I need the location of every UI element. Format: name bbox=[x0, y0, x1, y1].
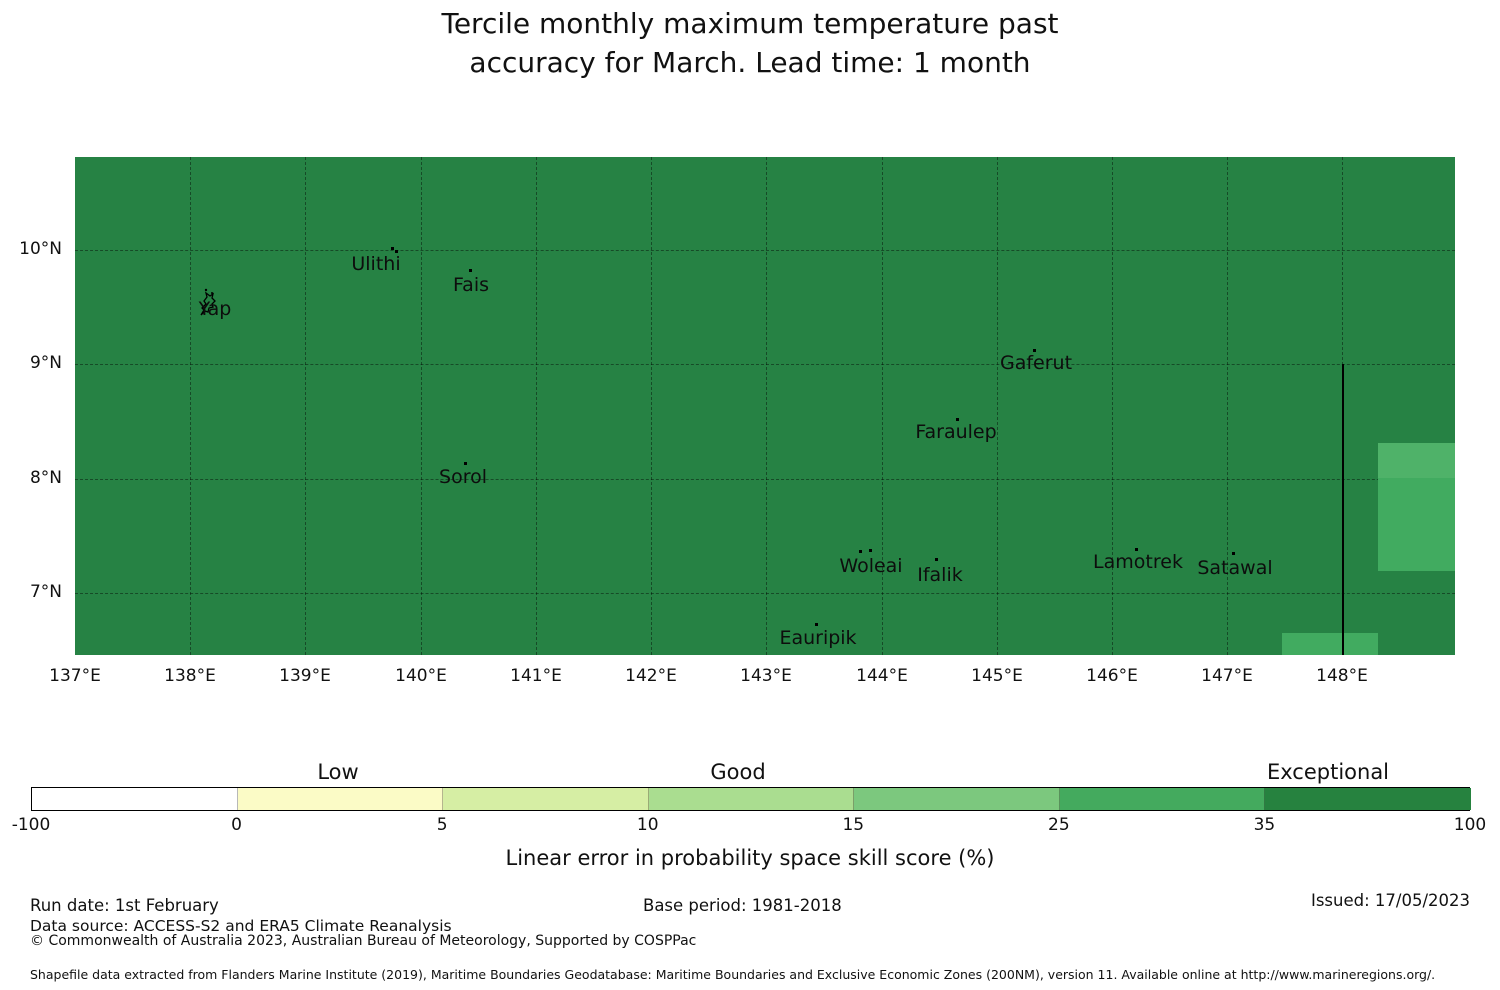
map-gridline-vertical bbox=[421, 157, 422, 655]
island-marker bbox=[869, 549, 872, 552]
colorbar bbox=[31, 787, 1471, 811]
island-label: Fais bbox=[452, 274, 490, 296]
island-marker bbox=[1135, 548, 1138, 551]
colorbar-tick-label: 100 bbox=[1453, 815, 1487, 835]
base-period-text: Base period: 1981-2018 bbox=[643, 896, 842, 915]
eez-boundary-line bbox=[1342, 364, 1344, 655]
y-axis-tick-label: 9°N bbox=[29, 353, 62, 373]
colorbar-category-label: Exceptional bbox=[1266, 760, 1390, 784]
colorbar-tick-label: 15 bbox=[842, 815, 865, 835]
map-gridline-vertical bbox=[190, 157, 191, 655]
x-axis-tick-label: 147°E bbox=[1201, 666, 1253, 686]
map-gridline-horizontal bbox=[75, 593, 1455, 594]
island-marker bbox=[464, 462, 467, 465]
y-axis-tick-label: 8°N bbox=[29, 468, 62, 488]
colorbar-axis-label: Linear error in probability space skill … bbox=[505, 846, 995, 870]
island-label: Yap bbox=[198, 298, 232, 320]
x-axis-tick-label: 142°E bbox=[625, 666, 677, 686]
colorbar-segment bbox=[648, 788, 855, 810]
data-source-text: Data source: ACCESS-S2 and ERA5 Climate … bbox=[30, 917, 452, 935]
x-axis-tick-label: 148°E bbox=[1316, 666, 1368, 686]
island-marker bbox=[391, 247, 394, 250]
map-gridline-vertical bbox=[997, 157, 998, 655]
map-gridline-vertical bbox=[766, 157, 767, 655]
map-gridline-horizontal bbox=[75, 364, 1455, 365]
colorbar-segment bbox=[1059, 788, 1266, 810]
island-marker bbox=[956, 418, 959, 421]
island-label: Ifalik bbox=[917, 564, 963, 586]
yap-island-outline bbox=[200, 288, 216, 316]
x-axis-tick-label: 137°E bbox=[49, 666, 101, 686]
island-label: Ulithi bbox=[351, 253, 401, 275]
island-marker bbox=[859, 550, 862, 553]
island-label: Gaferut bbox=[999, 352, 1073, 374]
colorbar-tick-label: 0 bbox=[231, 815, 242, 835]
colorbar-tick-label: 25 bbox=[1048, 815, 1070, 835]
island-label: Satawal bbox=[1197, 557, 1273, 579]
island-label: Eauripik bbox=[779, 627, 857, 649]
colorbar-segment bbox=[32, 788, 238, 810]
colorbar-tick-label: 5 bbox=[436, 815, 448, 835]
map-gridline-vertical bbox=[1112, 157, 1113, 655]
skill-score-patch bbox=[1378, 478, 1455, 571]
issued-date-text: Issued: 17/05/2023 bbox=[1310, 891, 1470, 910]
x-axis-tick-label: 144°E bbox=[856, 666, 908, 686]
island-label: Sorol bbox=[439, 466, 487, 488]
y-axis-tick-label: 10°N bbox=[19, 239, 62, 259]
colorbar-tick-label: 10 bbox=[636, 815, 659, 835]
island-marker bbox=[1232, 552, 1235, 555]
map-gridline-vertical bbox=[1227, 157, 1228, 655]
x-axis-tick-label: 140°E bbox=[395, 666, 447, 686]
island-label: Lamotrek bbox=[1093, 551, 1183, 573]
chart-title: Tercile monthly maximum temperature past… bbox=[0, 4, 1500, 82]
map-gridline-vertical bbox=[536, 157, 537, 655]
map-gridline-vertical bbox=[651, 157, 652, 655]
chart-title-line2: accuracy for March. Lead time: 1 month bbox=[469, 46, 1031, 79]
map-gridline-horizontal bbox=[75, 250, 1455, 251]
shapefile-attribution-text: Shapefile data extracted from Flanders M… bbox=[30, 967, 1436, 982]
island-label: Faraulep bbox=[915, 421, 997, 443]
colorbar-segment bbox=[1265, 788, 1471, 810]
colorbar-segment bbox=[854, 788, 1060, 810]
island-marker bbox=[469, 269, 472, 272]
colorbar-tick-label: -100 bbox=[11, 815, 51, 835]
skill-score-patch bbox=[1282, 633, 1378, 655]
map-gridline-horizontal bbox=[75, 479, 1455, 480]
island-marker bbox=[935, 558, 938, 561]
skill-score-patch bbox=[1378, 443, 1455, 478]
x-axis-tick-label: 139°E bbox=[279, 666, 331, 686]
colorbar-category-label: Good bbox=[710, 760, 766, 784]
colorbar-category-label: Low bbox=[317, 760, 359, 784]
island-marker bbox=[1033, 349, 1036, 352]
island-marker bbox=[395, 250, 398, 253]
map-gridline-vertical bbox=[882, 157, 883, 655]
map-gridline-vertical bbox=[305, 157, 306, 655]
y-axis-tick-label: 7°N bbox=[29, 582, 62, 602]
x-axis-tick-label: 143°E bbox=[740, 666, 792, 686]
colorbar-tick-label: 35 bbox=[1253, 815, 1276, 835]
island-marker bbox=[815, 623, 818, 626]
island-label: Woleai bbox=[839, 555, 903, 577]
colorbar-segment bbox=[443, 788, 649, 810]
x-axis-tick-label: 146°E bbox=[1086, 666, 1138, 686]
run-date-text: Run date: 1st February bbox=[30, 896, 219, 915]
x-axis-tick-label: 138°E bbox=[164, 666, 216, 686]
x-axis-tick-label: 145°E bbox=[971, 666, 1023, 686]
chart-title-line1: Tercile monthly maximum temperature past bbox=[441, 7, 1059, 40]
x-axis-tick-label: 141°E bbox=[510, 666, 562, 686]
colorbar-segment bbox=[237, 788, 444, 810]
copyright-text: © Commonwealth of Australia 2023, Austra… bbox=[30, 933, 697, 949]
map-area: Yap Ulithi Fais Sorol Gaferut Faraulep Woleai I… bbox=[75, 157, 1455, 655]
